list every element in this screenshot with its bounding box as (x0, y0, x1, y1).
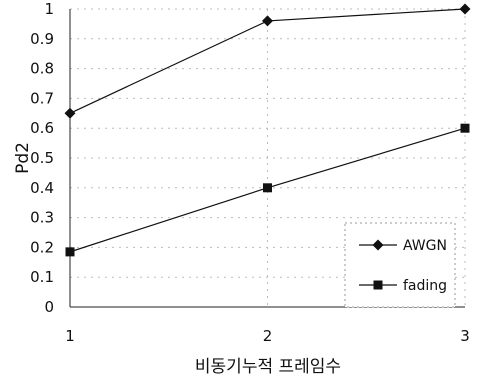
legend: AWGN fading (344, 222, 456, 308)
y-tick-label: 0 (44, 298, 54, 316)
x-tick-label: 2 (263, 327, 273, 345)
data-point (460, 123, 470, 133)
y-tick-label: 0.9 (30, 30, 54, 48)
y-tick-label: 0.5 (30, 149, 54, 167)
y-axis-title: Pd2 (13, 142, 33, 174)
y-tick-label: 0.2 (30, 238, 54, 256)
legend-label: AWGN (403, 238, 447, 254)
y-tick-label: 0.7 (30, 89, 54, 107)
y-tick-label: 0.1 (30, 268, 54, 286)
legend-box (344, 222, 456, 308)
data-point (64, 107, 76, 119)
legend-label: fading (403, 278, 447, 294)
y-tick-label: 0.3 (30, 209, 54, 227)
y-tick-label: 0.4 (30, 179, 54, 197)
x-tick-label: 3 (460, 327, 470, 345)
legend-item-fading: fading (359, 278, 447, 294)
series-layer (64, 3, 471, 257)
data-point (459, 3, 471, 15)
series-fading (65, 123, 470, 257)
x-tick-label: 1 (65, 327, 75, 345)
legend-item-awgn: AWGN (359, 238, 447, 254)
x-axis-title: 비동기누적 프레임수 (195, 357, 341, 377)
legend-marker (372, 239, 384, 251)
data-point (65, 247, 75, 257)
axes: 0 0.1 0.2 0.3 0.4 0.5 0.6 0.7 0.8 0.9 1 1 2 3 (30, 0, 470, 345)
series-awgn (64, 3, 471, 119)
legend-marker (373, 280, 383, 290)
data-point (262, 15, 273, 27)
y-tick-label: 1 (44, 0, 54, 18)
y-tick-label: 0.8 (30, 60, 54, 78)
y-tick-label: 0.6 (30, 119, 54, 137)
data-point (263, 183, 272, 193)
